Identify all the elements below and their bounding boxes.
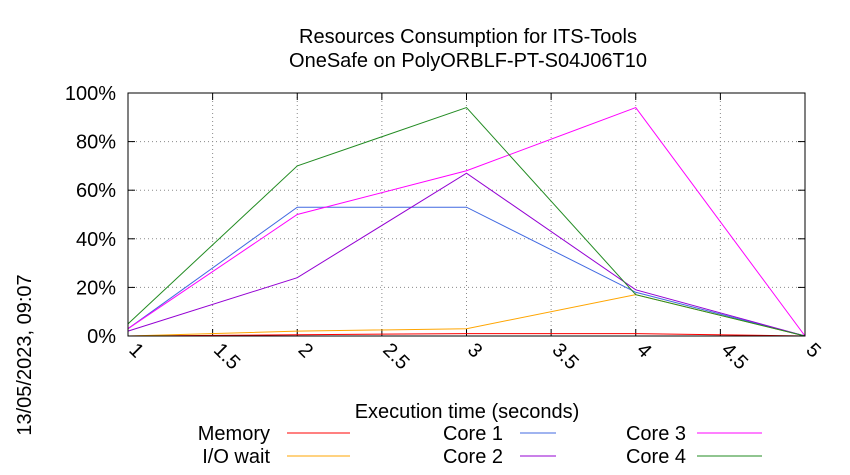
legend-label-core-2: Core 2: [443, 446, 503, 468]
timestamp-label: 13/05/2023, 09:07: [14, 274, 36, 435]
chart-title: Resources Consumption for ITS-Tools: [299, 26, 637, 48]
x-tick-label: 3: [463, 339, 486, 362]
y-tick-label: 80%: [76, 132, 116, 154]
x-axis-label: Execution time (seconds): [355, 401, 580, 423]
y-tick-label: 0%: [87, 326, 116, 348]
y-tick-label: 100%: [65, 83, 116, 105]
y-tick-label: 20%: [76, 277, 116, 299]
x-tick-label: 4: [632, 339, 655, 362]
legend-label-i-o-wait: I/O wait: [202, 446, 270, 468]
y-tick-label: 60%: [76, 180, 116, 202]
x-tick-label: 1.5: [209, 339, 244, 374]
series-line-core-1: [127, 206, 806, 337]
legend-label-core-4: Core 4: [626, 446, 686, 468]
x-tick-label: 4.5: [717, 339, 752, 374]
legend-label-core-1: Core 1: [443, 423, 503, 445]
x-tick-label: 1: [124, 339, 147, 362]
series-layer: [127, 106, 806, 337]
grid: [128, 93, 805, 336]
legend-label-core-3: Core 3: [626, 423, 686, 445]
x-tick-label: 5: [801, 339, 824, 362]
series-line-core-3: [127, 106, 806, 337]
y-tick-label: 40%: [76, 229, 116, 251]
series-line-core-2: [127, 172, 806, 337]
x-tick-label: 2: [294, 339, 317, 362]
series-line-memory: [127, 333, 806, 337]
x-tick-label: 2.5: [378, 339, 413, 374]
chart-subtitle: OneSafe on PolyORBLF-PT-S04J06T10: [289, 50, 647, 72]
legend-label-memory: Memory: [198, 423, 270, 445]
ticks: 0% 20% 40% 60% 80% 100% 1 1.5 2 2.5 3 3.5 4 4.5 5: [65, 83, 825, 374]
plot-border: [127, 92, 806, 337]
x-tick-label: 3.5: [548, 339, 583, 374]
series-line-core-4: [127, 106, 806, 337]
